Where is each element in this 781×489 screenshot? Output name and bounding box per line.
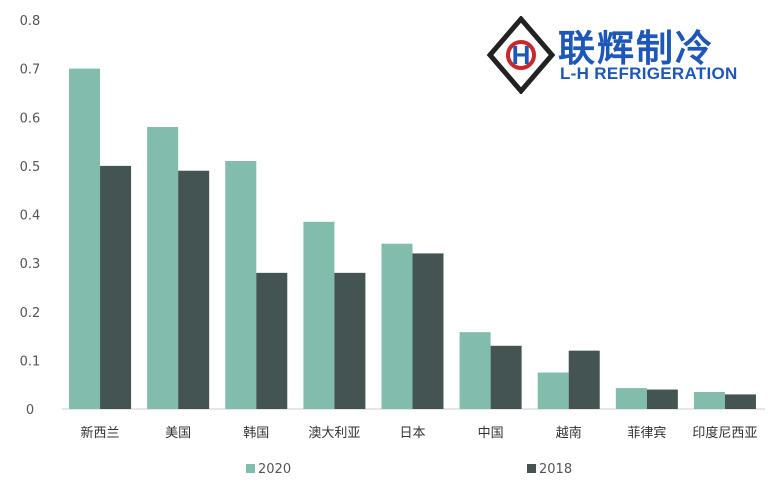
legend-label-2018: 2018 [539, 462, 572, 477]
x-category-label: 菲律宾 [627, 425, 666, 441]
bar-2018-2 [256, 272, 288, 409]
y-tick-label: 0.5 [20, 160, 41, 175]
y-tick-label: 0.7 [20, 63, 41, 78]
legend-label-2020: 2020 [258, 462, 291, 477]
bar-2020-7 [615, 388, 647, 409]
x-category-label: 美国 [165, 426, 191, 441]
y-tick-label: 0 [26, 403, 34, 418]
x-category-label: 印度尼西亚 [692, 425, 757, 441]
legend-swatch-2018 [527, 464, 536, 473]
bar-2018-3 [334, 272, 366, 409]
bar-2020-8 [693, 391, 725, 409]
bar-2018-7 [646, 389, 678, 409]
company-logo: H 联辉制冷 L-H REFRIGERATION [486, 16, 756, 94]
logo-ring [506, 40, 536, 70]
x-category-label: 越南 [556, 425, 582, 441]
bar-2020-1 [147, 126, 179, 409]
bar-2020-5 [459, 332, 491, 409]
bar-2018-5 [490, 345, 522, 409]
logo-english-name: L-H REFRIGERATION [560, 64, 738, 83]
logo-diamond-frame [486, 16, 556, 94]
y-tick-label: 0.1 [20, 354, 41, 369]
bar-2018-4 [412, 253, 444, 409]
logo-letter: H [512, 40, 531, 70]
y-tick-label: 0.2 [20, 306, 41, 321]
legend: 2020 2018 [246, 462, 572, 477]
logo-mark-icon: H [486, 16, 556, 94]
y-axis-ticks: 0 0.1 0.2 0.3 0.4 0.5 0.6 0.7 0.8 [20, 14, 41, 418]
x-category-label: 澳大利亚 [308, 425, 360, 441]
bar-2018-1 [178, 170, 210, 409]
x-category-label: 中国 [478, 426, 504, 441]
x-category-label: 韩国 [243, 426, 269, 441]
y-tick-label: 0.8 [20, 14, 41, 29]
legend-swatch-2020 [246, 464, 255, 473]
bar-2020-6 [537, 372, 569, 409]
y-tick-label: 0.3 [20, 257, 41, 272]
bar-group [69, 68, 756, 409]
logo-chinese-name: 联辉制冷 [558, 27, 714, 70]
x-axis-categories: 新西兰 美国 韩国 澳大利亚 日本 中国 越南 菲律宾 印度尼西亚 [81, 425, 758, 441]
y-tick-label: 0.4 [20, 209, 41, 224]
bar-2020-2 [225, 161, 257, 409]
bar-2020-3 [303, 221, 335, 409]
y-tick-label: 0.6 [20, 111, 41, 126]
x-category-label: 新西兰 [81, 425, 120, 441]
bar-2020-0 [69, 68, 101, 409]
bar-2018-6 [568, 350, 600, 409]
bar-2020-4 [381, 243, 413, 409]
bar-2018-0 [100, 165, 132, 409]
bar-2018-8 [724, 394, 756, 409]
x-category-label: 日本 [399, 426, 425, 441]
